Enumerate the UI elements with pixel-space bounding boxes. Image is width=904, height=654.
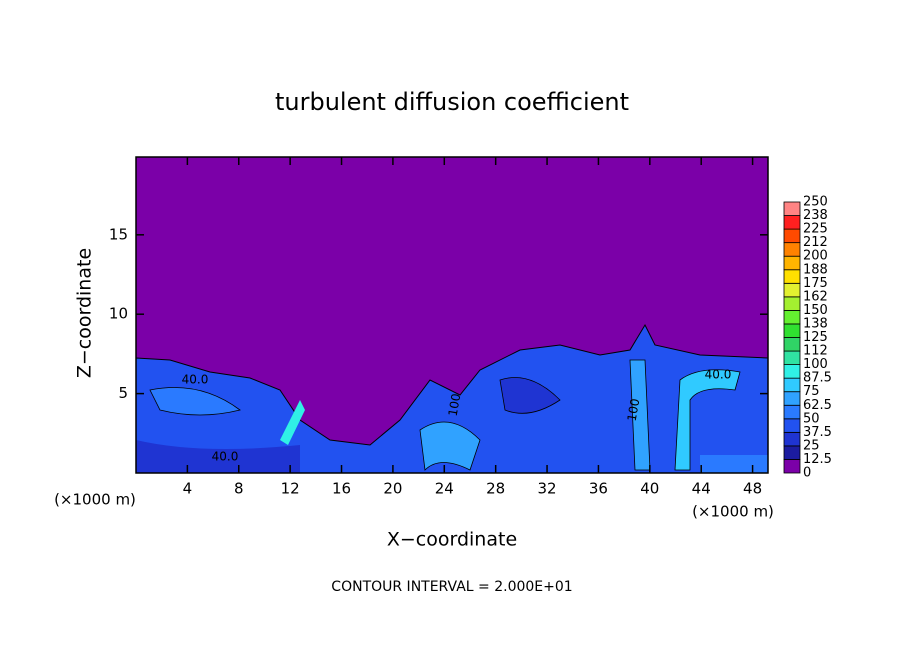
colorbar-label: 200 — [803, 249, 828, 264]
contour-label: 40.0 — [705, 368, 732, 382]
colorbar-label: 50 — [803, 411, 820, 426]
colorbar-band — [783, 269, 801, 284]
colorbar-band — [783, 391, 801, 406]
colorbar-band — [783, 377, 801, 393]
colorbar-label: 75 — [803, 384, 820, 399]
colorbar-label: 0 — [803, 466, 811, 481]
x-tick-label: 4 — [183, 480, 193, 498]
colorbar-label: 112 — [803, 344, 828, 359]
field-region — [135, 323, 769, 474]
colorbar-band — [783, 445, 801, 460]
y-tick-label: 5 — [118, 384, 128, 402]
field-region — [136, 440, 300, 473]
contour-label: 40.0 — [182, 373, 209, 387]
contour-label: 100 — [446, 392, 464, 417]
colorbar-label: 25 — [803, 438, 820, 453]
x-tick-label: 32 — [538, 480, 557, 498]
colorbar-band — [783, 459, 801, 474]
field — [135, 157, 769, 474]
colorbar-band — [783, 242, 801, 257]
field-streak — [674, 369, 741, 471]
colorbar-band — [783, 323, 801, 338]
colorbar-label: 62.5 — [803, 398, 832, 413]
field-streak — [700, 455, 768, 473]
colorbar-label: 250 — [803, 195, 828, 210]
colorbar-band — [783, 404, 801, 420]
colorbar-label: 37.5 — [803, 425, 832, 440]
colorbar-band — [783, 350, 801, 365]
colorbar-label: 150 — [803, 303, 828, 318]
colorbar-band — [783, 228, 801, 244]
colorbar-label: 212 — [803, 235, 828, 250]
colorbar-band — [783, 255, 801, 271]
field-streak — [499, 377, 561, 414]
y-tick-label: 10 — [109, 305, 128, 323]
plot-frame — [135, 156, 769, 474]
colorbar-band — [783, 431, 801, 447]
x-unit: (×1000 m) — [692, 503, 774, 521]
footer: CONTOUR INTERVAL = 2.000E+01 — [331, 579, 572, 595]
colorbar-band — [783, 201, 801, 216]
colorbar-label: 100 — [803, 357, 828, 372]
x-tick-label: 40 — [640, 480, 659, 498]
x-tick-label: 20 — [383, 480, 402, 498]
y-tick-label: 15 — [109, 225, 128, 243]
chart-title: turbulent diffusion coefficient — [275, 88, 629, 116]
x-tick-label: 12 — [281, 480, 300, 498]
colorbar-label: 188 — [803, 262, 828, 277]
colorbar-label: 225 — [803, 222, 828, 237]
y-axis-label: Z−coordinate — [74, 248, 96, 378]
x-tick-label: 44 — [692, 480, 711, 498]
y-unit: (×1000 m) — [54, 491, 136, 509]
x-tick-label: 16 — [332, 480, 351, 498]
field-streak — [149, 387, 241, 416]
colorbar-label: 125 — [803, 330, 828, 345]
x-tick-label: 8 — [234, 480, 244, 498]
field-streak — [280, 400, 305, 445]
colorbar-label: 87.5 — [803, 371, 832, 386]
colorbar-band — [783, 337, 801, 352]
colorbar-band — [783, 296, 801, 311]
colorbar-label: 138 — [803, 316, 828, 331]
colorbar-band — [783, 364, 801, 379]
x-axis-label: X−coordinate — [387, 529, 517, 551]
x-tick-label: 48 — [743, 480, 762, 498]
colorbar-label: 175 — [803, 276, 828, 291]
field-streak — [419, 421, 481, 471]
colorbar-band — [783, 215, 801, 230]
x-tick-label: 36 — [589, 480, 608, 498]
colorbar-label: 162 — [803, 289, 828, 304]
colorbar-band — [783, 282, 801, 298]
colorbar-band — [783, 309, 801, 325]
x-tick-label: 24 — [435, 480, 454, 498]
colorbar-label: 238 — [803, 208, 828, 223]
colorbar-band — [783, 418, 801, 433]
contour-label: 100 — [625, 397, 643, 422]
x-tick-label: 28 — [486, 480, 505, 498]
contour-label: 40.0 — [212, 450, 239, 464]
colorbar-label: 12.5 — [803, 452, 832, 467]
